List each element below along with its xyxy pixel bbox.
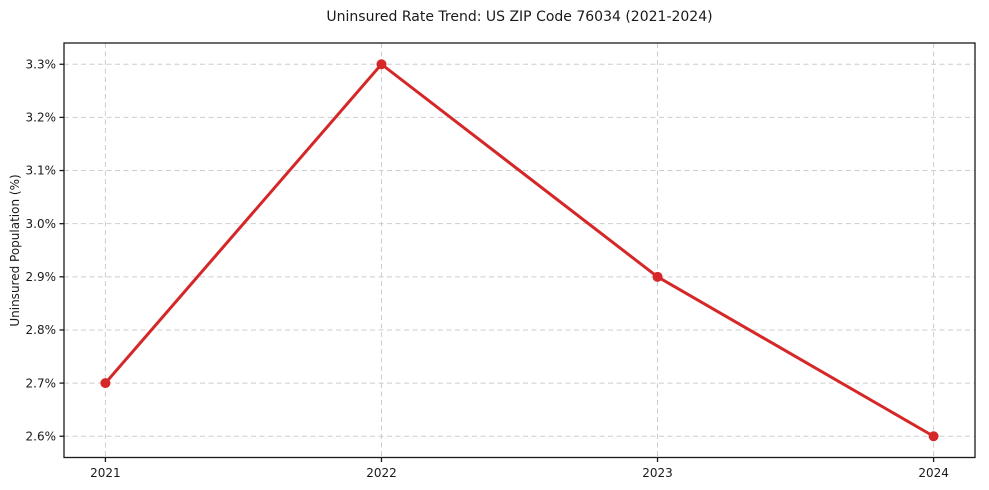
data-point-marker bbox=[928, 431, 939, 442]
y-tick-label: 2.9% bbox=[26, 270, 57, 284]
plot-border bbox=[63, 42, 976, 459]
y-tick-label: 2.6% bbox=[26, 429, 57, 443]
y-axis-label: Uninsured Population (%) bbox=[8, 174, 22, 326]
x-tick-label: 2021 bbox=[90, 466, 121, 480]
y-tick-label: 2.8% bbox=[26, 323, 57, 337]
data-series bbox=[100, 59, 939, 442]
chart-title: Uninsured Rate Trend: US ZIP Code 76034 … bbox=[326, 9, 712, 25]
y-tick-label: 3.3% bbox=[26, 57, 57, 71]
data-point-marker bbox=[652, 271, 663, 282]
y-tick-label: 3.1% bbox=[26, 164, 57, 178]
trend-line bbox=[103, 62, 936, 438]
data-point-marker bbox=[376, 59, 387, 70]
x-tick-label: 2022 bbox=[366, 466, 397, 480]
plot-area: 2.6% 2.7% 2.8% 2.9% 3.0% 3.1% 3.2% 3.3% 2021 2022… bbox=[26, 42, 976, 480]
gridlines bbox=[64, 43, 975, 458]
data-point-marker bbox=[100, 378, 111, 389]
x-tick-label: 2023 bbox=[642, 466, 673, 480]
y-tick-label: 2.7% bbox=[26, 376, 57, 390]
y-tick-label: 3.0% bbox=[26, 217, 57, 231]
x-tick-label: 2024 bbox=[918, 466, 949, 480]
y-tick-label: 3.2% bbox=[26, 111, 57, 125]
